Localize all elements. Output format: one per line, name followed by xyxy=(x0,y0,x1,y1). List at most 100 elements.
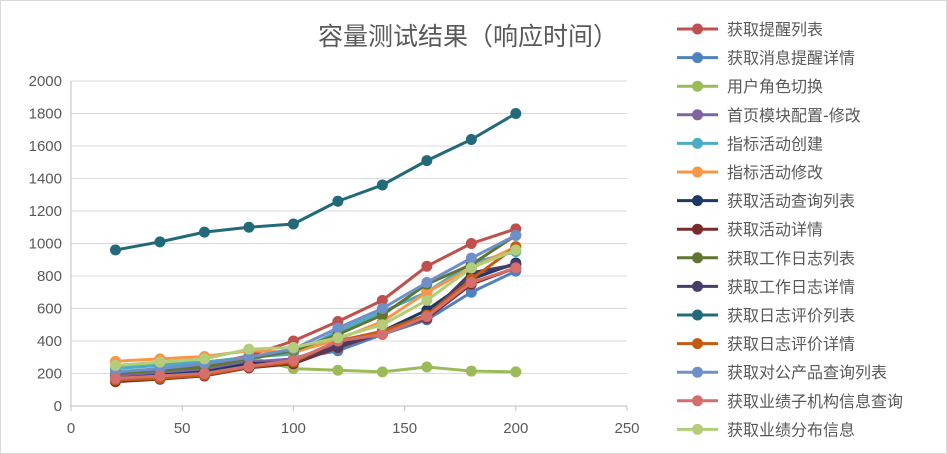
data-point xyxy=(198,353,210,365)
legend-label: 获取业绩分布信息 xyxy=(727,420,855,439)
data-point xyxy=(109,244,121,256)
legend-item: 获取业绩分布信息 xyxy=(677,420,855,439)
data-point xyxy=(510,229,522,241)
y-tick-label: 1600 xyxy=(29,138,62,155)
data-point xyxy=(465,262,477,274)
x-tick-label: 200 xyxy=(503,420,528,437)
legend: 获取提醒列表获取消息提醒详情用户角色切换首页模块配置-修改指标活动创建指标活动修… xyxy=(677,20,903,439)
gridlines xyxy=(71,80,627,374)
series-14 xyxy=(109,262,522,384)
legend-item: 首页模块配置-修改 xyxy=(677,106,861,125)
y-tick-label: 1200 xyxy=(29,203,62,220)
legend-label: 获取业绩子机构信息查询 xyxy=(727,392,903,411)
data-point xyxy=(421,260,433,272)
legend-item: 获取对公产品查询列表 xyxy=(677,363,887,382)
data-point xyxy=(154,356,166,368)
legend-label: 首页模块配置-修改 xyxy=(727,106,861,125)
x-tick-label: 250 xyxy=(614,420,639,437)
y-tick-label: 1800 xyxy=(29,106,62,123)
data-point xyxy=(287,342,299,353)
data-point xyxy=(465,277,477,288)
data-point xyxy=(198,368,210,379)
legend-item: 用户角色切换 xyxy=(677,77,823,96)
data-point xyxy=(421,311,433,323)
data-point xyxy=(243,221,255,233)
series-line xyxy=(115,234,517,374)
data-point xyxy=(376,319,388,331)
axes xyxy=(70,81,628,411)
series-line xyxy=(115,245,517,363)
legend-label: 指标活动创建 xyxy=(727,134,823,153)
series-group xyxy=(109,108,522,388)
data-point xyxy=(376,329,388,340)
data-point xyxy=(421,277,433,288)
legend-label: 获取日志评价列表 xyxy=(727,306,855,325)
legend-label: 获取消息提醒详情 xyxy=(727,49,855,68)
legend-label: 获取工作日志详情 xyxy=(727,277,855,296)
data-point xyxy=(287,218,299,230)
legend-swatch-marker xyxy=(692,280,703,292)
legend-label: 获取活动查询列表 xyxy=(727,192,855,211)
y-tick-label: 0 xyxy=(54,398,62,415)
data-point xyxy=(376,179,388,191)
legend-label: 获取日志评价详情 xyxy=(727,335,855,354)
legend-label: 获取工作日志列表 xyxy=(727,249,855,268)
legend-item: 获取日志评价列表 xyxy=(677,306,855,325)
series-6 xyxy=(109,241,522,367)
y-tick-label: 1000 xyxy=(29,236,62,253)
y-tick-label: 400 xyxy=(37,333,62,350)
legend-swatch-marker xyxy=(692,137,703,149)
x-tick-label: 150 xyxy=(392,420,417,437)
legend-item: 指标活动修改 xyxy=(677,163,823,182)
data-point xyxy=(154,370,166,382)
data-point xyxy=(510,262,522,274)
data-point xyxy=(154,236,166,248)
data-point xyxy=(332,322,344,334)
legend-swatch-marker xyxy=(692,309,703,321)
legend-swatch-marker xyxy=(692,80,703,92)
series-15 xyxy=(109,244,522,371)
data-point xyxy=(465,252,477,264)
legend-label: 获取提醒列表 xyxy=(727,20,823,39)
legend-swatch-marker xyxy=(692,423,703,435)
data-point xyxy=(109,359,121,371)
chart-title: 容量测试结果（响应时间） xyxy=(318,22,618,51)
legend-item: 获取日志评价详情 xyxy=(677,335,855,354)
data-point xyxy=(421,294,433,306)
legend-swatch-marker xyxy=(692,252,703,264)
legend-swatch-marker xyxy=(692,195,703,207)
data-point xyxy=(332,332,344,344)
legend-item: 获取工作日志列表 xyxy=(677,249,855,268)
y-tick-label: 600 xyxy=(37,301,62,318)
legend-swatch-marker xyxy=(692,366,703,378)
data-point xyxy=(376,303,388,314)
data-point xyxy=(243,360,255,372)
data-point xyxy=(510,366,522,378)
legend-label: 指标活动修改 xyxy=(727,163,823,182)
legend-label: 用户角色切换 xyxy=(727,77,823,96)
data-point xyxy=(465,286,477,298)
legend-swatch-marker xyxy=(692,166,703,178)
data-point xyxy=(510,244,522,256)
legend-label: 获取对公产品查询列表 xyxy=(727,363,887,382)
legend-item: 获取工作日志详情 xyxy=(677,277,855,296)
data-point xyxy=(421,286,433,298)
legend-swatch-marker xyxy=(692,109,703,121)
y-tick-label: 2000 xyxy=(29,73,62,90)
y-tick-label: 200 xyxy=(37,366,62,383)
data-point xyxy=(465,134,477,145)
data-point xyxy=(109,372,121,384)
legend-item: 获取活动查询列表 xyxy=(677,192,855,211)
tick-labels: 0 200 400 600 800 1000 1200 1400 1600 1800 2000 0 50… xyxy=(29,73,640,437)
data-point xyxy=(332,195,344,207)
data-point xyxy=(421,155,433,167)
data-point xyxy=(421,361,433,373)
legend-item: 获取活动详情 xyxy=(677,220,823,239)
series-line xyxy=(115,266,517,380)
data-point xyxy=(376,366,388,378)
series-line xyxy=(115,112,517,252)
x-tick-label: 100 xyxy=(281,420,306,437)
legend-swatch-marker xyxy=(692,52,703,64)
